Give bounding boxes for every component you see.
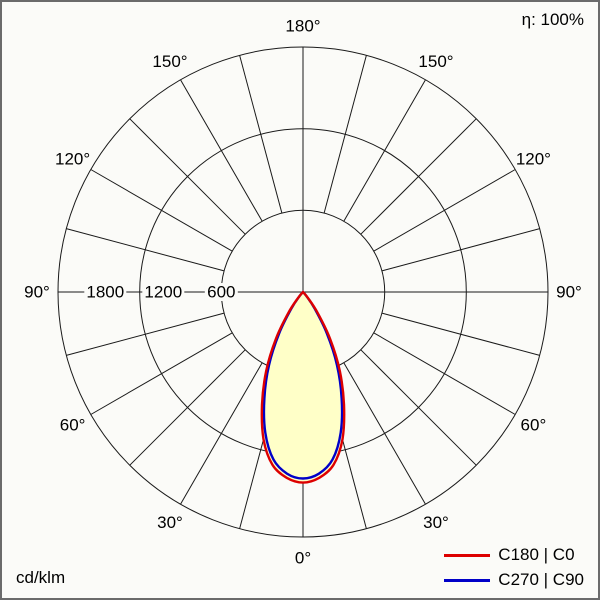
- legend-line-blue: [444, 578, 491, 582]
- light-output-ratio-label: η: 100%: [521, 10, 584, 29]
- angle-label: 90°: [556, 283, 582, 302]
- ring-label-halo: [142, 283, 185, 301]
- angle-label: 0°: [295, 549, 311, 568]
- grid-spoke: [180, 79, 263, 222]
- grid-spoke: [239, 55, 283, 214]
- legend-row-c90-c270: C270 | C90: [444, 570, 584, 590]
- grid-spoke: [373, 332, 516, 415]
- legend-label-c0-c180: C180 | C0: [498, 545, 575, 564]
- angle-label: 30°: [423, 513, 449, 532]
- grid-spoke: [360, 118, 477, 235]
- grid-spoke: [343, 362, 426, 505]
- grid-spoke: [323, 55, 367, 214]
- grid-spoke: [129, 118, 246, 235]
- angle-label: 90°: [24, 283, 50, 302]
- unit-label: cd/klm: [16, 568, 66, 587]
- angle-label: 60°: [521, 416, 547, 435]
- angle-label: 120°: [55, 150, 90, 169]
- angle-label: 60°: [60, 416, 86, 435]
- legend-line-red: [444, 553, 491, 557]
- ring-label-halo: [84, 283, 127, 301]
- angle-label: 120°: [516, 150, 551, 169]
- grid-spoke: [90, 169, 233, 252]
- grid-spoke: [90, 332, 233, 415]
- grid-spoke: [381, 312, 540, 356]
- legend-row-c0-c180: C180 | C0: [444, 545, 584, 565]
- grid-spoke: [381, 228, 540, 272]
- ring-label: 600: [207, 283, 235, 302]
- beam-fill: [261, 292, 345, 483]
- grid-spoke: [360, 349, 477, 466]
- grid-spoke: [66, 228, 225, 272]
- grid-spoke: [66, 312, 225, 356]
- grid-spoke: [180, 362, 263, 505]
- grid-spoke: [129, 349, 246, 466]
- curve-c180-c0: [260, 290, 346, 484]
- angle-label: 150°: [152, 52, 187, 71]
- legend: C180 | C0 C270 | C90: [444, 545, 584, 590]
- angle-label: 180°: [285, 17, 320, 36]
- angle-label: 30°: [157, 513, 183, 532]
- legend-label-c90-c270: C270 | C90: [498, 570, 584, 589]
- angle-label: 150°: [418, 52, 453, 71]
- grid-spoke: [343, 79, 426, 222]
- grid-spoke: [373, 169, 516, 252]
- ring-label: 1200: [144, 283, 182, 302]
- ring-label-halo: [204, 283, 238, 301]
- ring-label: 1800: [86, 283, 124, 302]
